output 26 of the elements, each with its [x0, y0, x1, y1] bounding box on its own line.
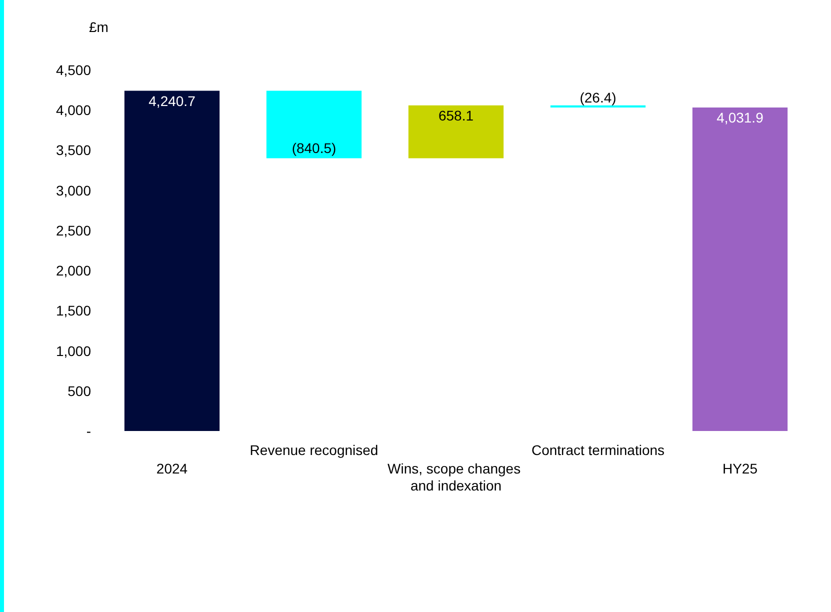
bar: [550, 105, 646, 108]
y-tick-label: -: [86, 423, 92, 439]
x-tick-label: Contract terminations: [531, 442, 665, 458]
y-tick-label: 1,500: [56, 302, 92, 319]
y-tick-label: 3,500: [56, 142, 92, 158]
y-tick-label: 2,500: [56, 222, 92, 238]
bar: [692, 108, 788, 431]
y-tick-label: 4,000: [56, 102, 92, 118]
y-tick-label: 1,000: [56, 342, 92, 359]
y-tick-label: 4,500: [56, 62, 92, 78]
data-label: 4,240.7: [148, 92, 196, 109]
bar: [124, 90, 220, 431]
y-tick-label: 500: [68, 382, 92, 399]
data-label: 658.1: [438, 107, 474, 124]
y-tick-label: 2,000: [56, 262, 92, 279]
x-tick-label: HY25: [722, 460, 758, 476]
x-tick-label: Revenue recognised: [250, 442, 378, 458]
x-tick-label: 2024: [156, 460, 188, 476]
bar: [408, 105, 504, 158]
bar: [266, 90, 362, 158]
data-label: (840.5): [292, 140, 336, 156]
x-tick-label: Wins, scope changes and indexation: [388, 460, 524, 494]
y-tick-label: 3,000: [56, 182, 92, 198]
y-axis-title: £m: [89, 19, 108, 35]
data-label: (26.4): [580, 89, 616, 106]
data-label: 4,031.9: [716, 110, 764, 126]
